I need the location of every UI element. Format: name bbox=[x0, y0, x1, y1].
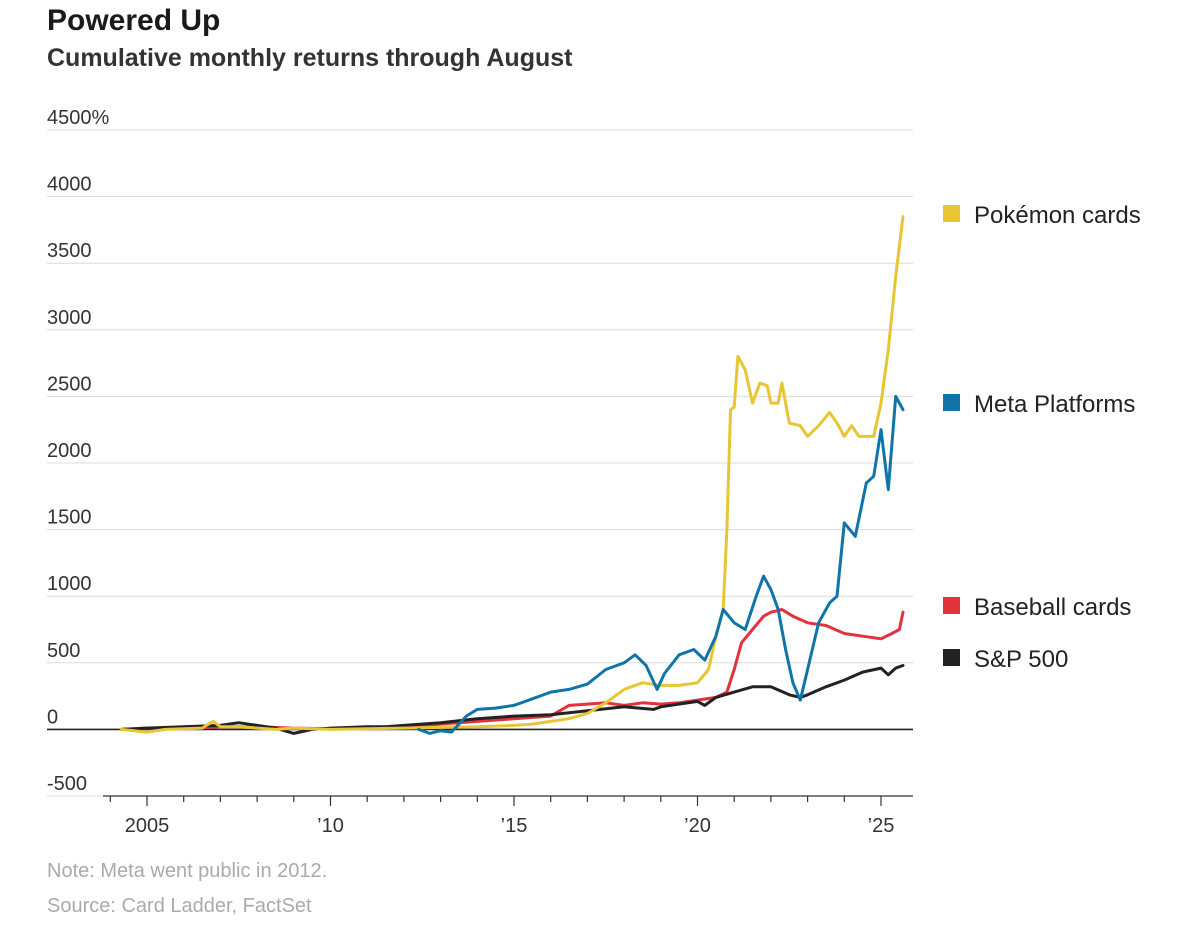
y-tick-label: 4500% bbox=[47, 107, 109, 129]
series-line-baseball-cards bbox=[119, 608, 905, 731]
y-tick-label: 500 bbox=[47, 640, 80, 662]
y-tick-label: 3500 bbox=[47, 240, 92, 262]
y-tick-label: 1000 bbox=[47, 573, 92, 595]
y-tick-label: 1500 bbox=[47, 507, 92, 529]
legend-swatch-pok-mon-cards bbox=[943, 205, 960, 222]
y-tick-label: -500 bbox=[47, 773, 87, 795]
legend-label-pok-mon-cards: Pokémon cards bbox=[974, 202, 1141, 229]
legend: Pokémon cards Meta Platforms Baseball card… bbox=[943, 202, 1141, 673]
legend-swatch-s-p-500 bbox=[943, 649, 960, 666]
y-tick-label: 2000 bbox=[47, 440, 92, 462]
legend-swatch-baseball-cards bbox=[943, 597, 960, 614]
legend-label-s-p-500: S&P 500 bbox=[974, 646, 1068, 673]
chart-subtitle: Cumulative monthly returns through Augus… bbox=[47, 44, 573, 72]
gridlines bbox=[47, 129, 913, 797]
y-tick-label: 4000 bbox=[47, 174, 92, 196]
axes: 4500% 4000 3500 3000 2500 2000 1500 1000 500 0 -50… bbox=[47, 107, 913, 837]
legend-swatch-meta-platforms bbox=[943, 394, 960, 411]
chart-note: Note: Meta went public in 2012. bbox=[47, 860, 328, 882]
x-tick-label: ’20 bbox=[684, 815, 711, 837]
series-line-s-p-500 bbox=[119, 664, 905, 735]
series-line-meta-platforms bbox=[417, 394, 905, 735]
legend-label-baseball-cards: Baseball cards bbox=[974, 594, 1131, 621]
y-tick-label: 0 bbox=[47, 706, 58, 728]
x-tick-label: 2005 bbox=[125, 815, 170, 837]
y-tick-label: 3000 bbox=[47, 307, 92, 329]
series-lines bbox=[119, 215, 905, 735]
x-tick-label: ’10 bbox=[317, 815, 344, 837]
x-tick-label: ’25 bbox=[868, 815, 895, 837]
x-tick-label: ’15 bbox=[501, 815, 528, 837]
legend-label-meta-platforms: Meta Platforms bbox=[974, 391, 1135, 418]
y-tick-label: 2500 bbox=[47, 373, 92, 395]
series-line-pok-mon-cards bbox=[119, 215, 905, 734]
chart-source: Source: Card Ladder, FactSet bbox=[47, 895, 312, 917]
chart-title: Powered Up bbox=[47, 4, 221, 37]
